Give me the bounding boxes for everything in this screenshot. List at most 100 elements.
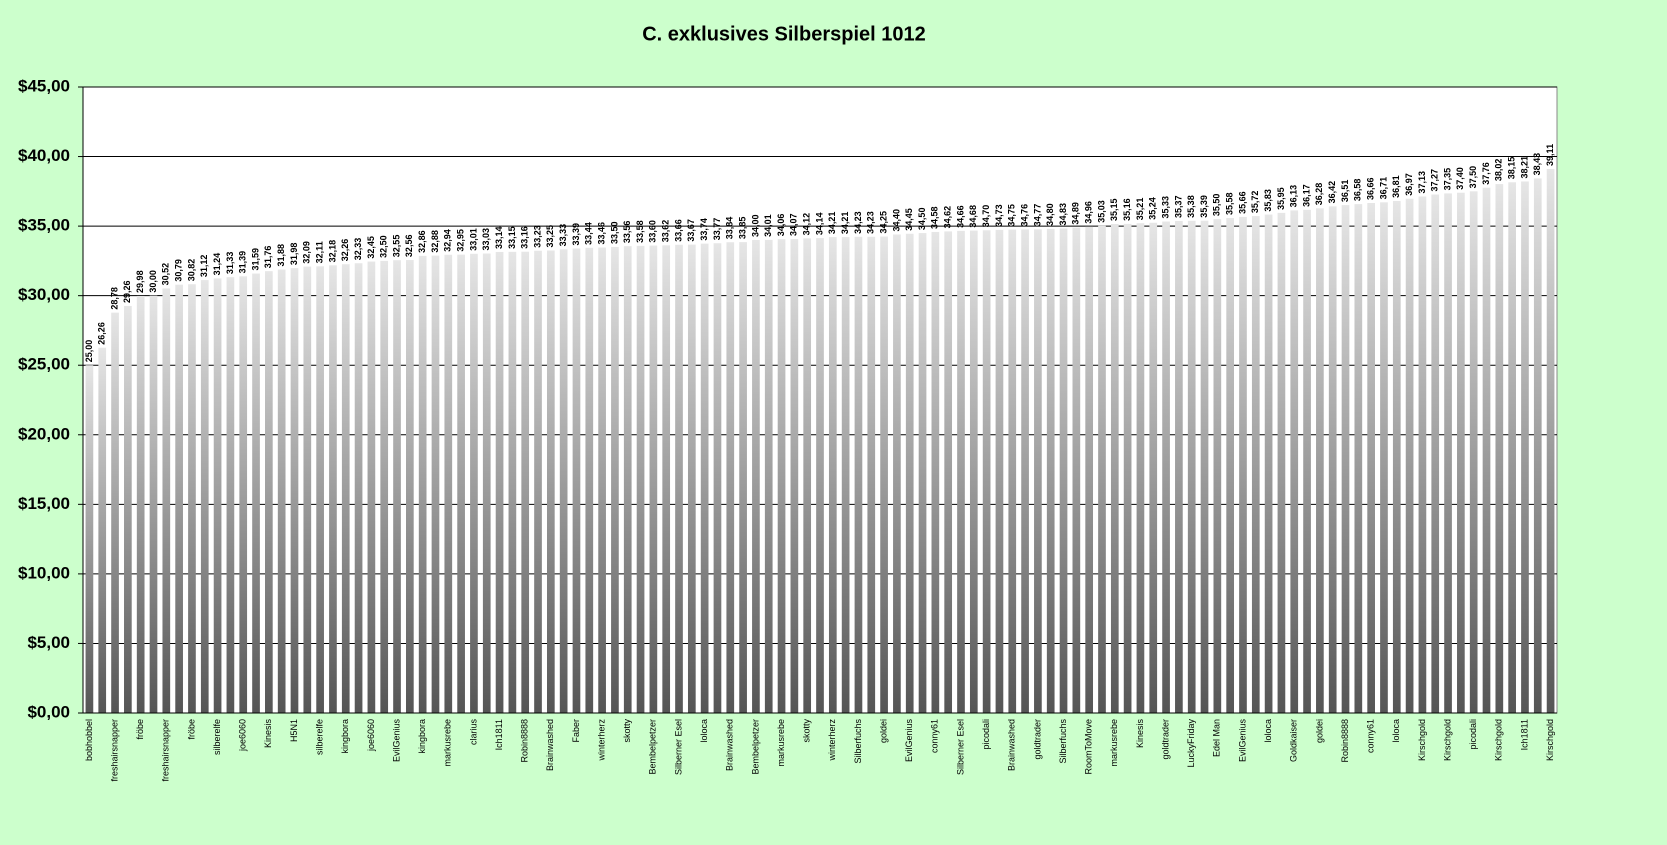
- value-label: 34,50: [917, 208, 927, 231]
- x-tick-label: Faber: [571, 719, 581, 743]
- bar: [431, 255, 440, 713]
- bar: [1367, 203, 1375, 713]
- bar: [1098, 225, 1106, 713]
- bar: [534, 250, 542, 714]
- value-label: 34,07: [789, 214, 799, 237]
- y-tick-label: $10,00: [18, 563, 70, 582]
- bar: [559, 249, 568, 714]
- value-label: 29,26: [122, 280, 132, 303]
- x-tick-label: joe6060: [238, 719, 248, 752]
- value-label: 28,78: [109, 287, 119, 310]
- value-label: 32,88: [430, 230, 440, 253]
- x-tick-label: clarius: [468, 719, 478, 746]
- value-label: 34,96: [1084, 201, 1094, 224]
- value-label: 33,23: [532, 225, 542, 248]
- bar: [175, 284, 183, 713]
- bar: [162, 288, 171, 713]
- value-label: 34,12: [802, 213, 812, 236]
- value-label: 31,24: [212, 253, 222, 276]
- value-label: 31,59: [250, 248, 260, 271]
- x-tick-label: markusrebe: [443, 719, 453, 767]
- value-label: 33,77: [712, 218, 722, 241]
- x-tick-label: winterherz: [827, 719, 837, 762]
- value-label: 33,66: [673, 219, 683, 242]
- bar: [1469, 191, 1478, 714]
- value-label: 30,79: [174, 259, 184, 282]
- bar: [1521, 181, 1529, 714]
- value-label: 34,21: [840, 212, 850, 235]
- bar: [367, 261, 376, 713]
- value-label: 33,25: [545, 225, 555, 248]
- bar: [687, 244, 696, 713]
- bar: [239, 276, 248, 713]
- bar: [1239, 216, 1247, 713]
- x-tick-label: Goldkaiser: [1289, 719, 1299, 762]
- value-label: 34,01: [763, 214, 773, 237]
- x-tick-label: goldei: [878, 719, 888, 743]
- value-label: 36,58: [1353, 179, 1363, 202]
- value-label: 33,44: [584, 222, 594, 245]
- value-label: 34,06: [776, 214, 786, 237]
- bar: [982, 230, 991, 714]
- bar: [1110, 224, 1119, 713]
- value-label: 33,84: [725, 217, 735, 240]
- x-tick-label: skotty: [802, 719, 812, 743]
- y-tick-label: $30,00: [18, 285, 70, 304]
- x-tick-label: goldtrader: [1160, 719, 1170, 760]
- value-label: 37,35: [1442, 168, 1452, 191]
- value-label: 32,18: [327, 240, 337, 263]
- bar: [1213, 219, 1222, 713]
- bar: [521, 251, 530, 713]
- bar: [188, 284, 196, 713]
- value-label: 30,82: [186, 259, 196, 282]
- bar: [944, 231, 953, 713]
- x-tick-label: EvilGenius: [1237, 719, 1247, 763]
- value-label: 25,00: [84, 340, 94, 363]
- bar: [918, 233, 927, 714]
- value-label: 35,21: [1135, 198, 1145, 221]
- bar: [1546, 168, 1555, 713]
- bar: [1187, 220, 1196, 713]
- value-label: 34,25: [878, 211, 888, 234]
- x-tick-label: conny61: [930, 719, 940, 753]
- value-label: 33,39: [571, 223, 581, 246]
- bar: [1405, 198, 1414, 713]
- y-tick-label: $25,00: [18, 355, 70, 374]
- x-tick-label: bobhobbel: [84, 719, 94, 761]
- value-label: 33,62: [661, 220, 671, 243]
- bar: [98, 347, 107, 713]
- bar: [1354, 204, 1363, 713]
- value-label: 32,45: [366, 236, 376, 259]
- bar: [1226, 218, 1235, 713]
- bar: [111, 312, 119, 713]
- bar: [969, 230, 978, 713]
- value-label: 33,58: [635, 220, 645, 243]
- bar: [803, 238, 812, 713]
- value-label: 32,86: [417, 230, 427, 253]
- bar: [124, 305, 132, 713]
- bar: [136, 295, 145, 713]
- value-label: 33,15: [507, 226, 517, 249]
- bar: [1008, 229, 1017, 714]
- bar: [854, 236, 863, 713]
- x-tick-label: fröbe: [186, 719, 196, 740]
- value-label: 29,98: [135, 270, 145, 293]
- value-label: 38,43: [1532, 153, 1542, 176]
- value-label: 35,83: [1263, 189, 1273, 212]
- bar: [1085, 226, 1094, 714]
- value-label: 32,11: [314, 241, 324, 263]
- value-label: 32,95: [455, 229, 465, 252]
- bar: [418, 255, 427, 713]
- value-label: 30,52: [161, 263, 171, 286]
- x-tick-label: skotty: [622, 719, 632, 743]
- x-tick-label: Bembelpetzer: [750, 719, 760, 775]
- value-label: 34,76: [1019, 204, 1029, 227]
- value-label: 33,85: [737, 217, 747, 240]
- bar: [1303, 209, 1311, 713]
- value-label: 36,13: [1289, 185, 1299, 208]
- x-tick-label: Brainwashed: [725, 719, 735, 771]
- bar: [957, 230, 965, 713]
- bar: [341, 264, 350, 713]
- bar: [1341, 205, 1350, 713]
